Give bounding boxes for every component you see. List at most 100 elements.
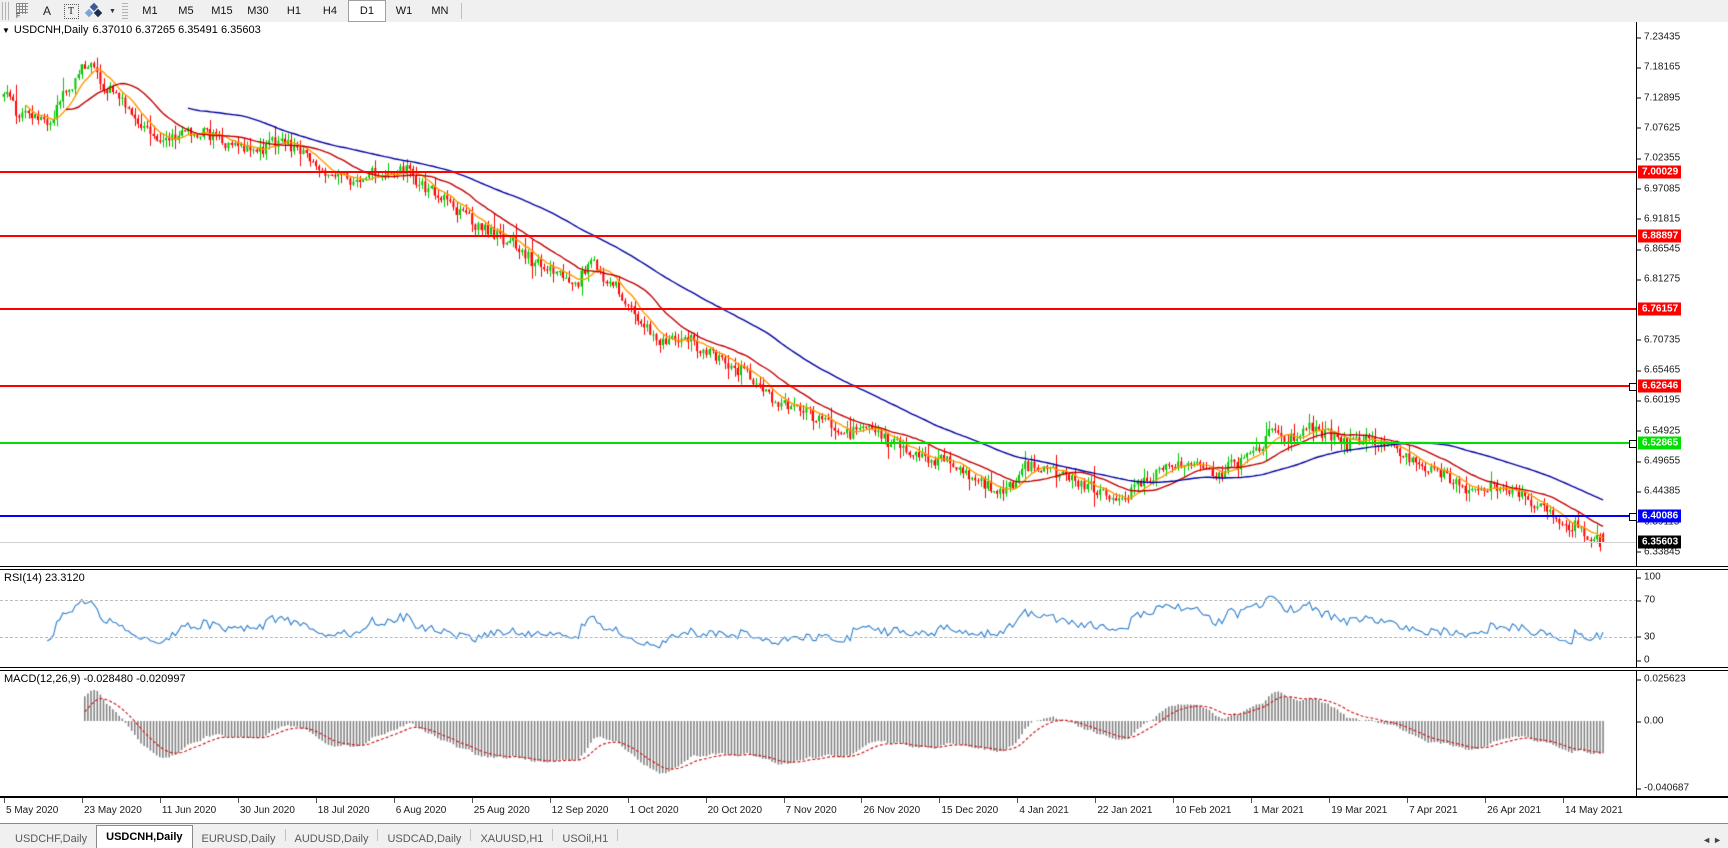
chart-collapse-caret[interactable]: ▼ bbox=[2, 25, 10, 35]
time-label: 14 May 2021 bbox=[1565, 805, 1623, 816]
price-level-line[interactable] bbox=[0, 383, 1636, 392]
time-tick bbox=[1017, 798, 1019, 803]
timeframe-group-handle[interactable] bbox=[121, 3, 128, 19]
tab-scroll-controls[interactable]: ◄ ► bbox=[1702, 835, 1728, 845]
level-handle[interactable] bbox=[1629, 383, 1636, 392]
time-label: 26 Apr 2021 bbox=[1487, 805, 1542, 816]
time-tick bbox=[1407, 798, 1409, 803]
timeframe-m30[interactable]: M30 bbox=[247, 5, 269, 17]
price-plot-area[interactable] bbox=[0, 22, 1637, 566]
timeframe-h1[interactable]: H1 bbox=[286, 5, 301, 17]
price-tick: 7.18165 bbox=[1637, 62, 1680, 73]
price-tick: 7.23435 bbox=[1637, 32, 1680, 43]
price-level-tag[interactable]: 7.00029 bbox=[1638, 165, 1682, 179]
indicators-icon[interactable] bbox=[83, 1, 107, 21]
price-level-tag[interactable]: 6.35603 bbox=[1638, 535, 1682, 549]
price-tick: 6.54925 bbox=[1637, 425, 1680, 436]
time-label: 10 Feb 2021 bbox=[1175, 805, 1232, 816]
price-level-line[interactable] bbox=[0, 513, 1636, 522]
tab-xauusd-h1[interactable]: XAUUSD,H1 bbox=[480, 832, 544, 845]
tab-usdcnh-daily[interactable]: USDCNH,Daily bbox=[96, 825, 193, 848]
time-label: 1 Oct 2020 bbox=[629, 805, 679, 816]
rsi-pane[interactable]: RSI(14) 23.3120 100 70 30 0 bbox=[0, 569, 1728, 668]
rsi-canvas[interactable] bbox=[0, 570, 1636, 667]
text-label-icon[interactable]: A bbox=[42, 4, 51, 18]
macd-plot-area[interactable] bbox=[0, 671, 1637, 796]
time-label: 1 Mar 2021 bbox=[1253, 805, 1304, 816]
level-handle[interactable] bbox=[1629, 439, 1636, 448]
tab-scroll-left-icon[interactable]: ◄ bbox=[1702, 835, 1712, 845]
price-tick: 7.07625 bbox=[1637, 122, 1680, 133]
time-label: 15 Dec 2020 bbox=[941, 805, 999, 816]
rsi-tick: 30 bbox=[1637, 631, 1655, 642]
time-tick bbox=[81, 798, 83, 803]
tab-separator bbox=[470, 828, 472, 841]
price-axis[interactable]: 7.23435 7.18165 7.12895 7.07625 7.02355 6.970… bbox=[1637, 22, 1728, 566]
rsi-tick: 100 bbox=[1637, 572, 1661, 583]
time-label: 23 May 2020 bbox=[83, 805, 142, 816]
tab-usoil-h1[interactable]: USOil,H1 bbox=[562, 832, 609, 845]
timeframe-h4[interactable]: H4 bbox=[322, 5, 337, 17]
main-toolbar: F A T ▼ M1 M5 M15 M30 H1 H4 D1 W1 MN bbox=[0, 0, 1728, 23]
time-label: 25 Aug 2020 bbox=[473, 805, 530, 816]
time-label: 30 Jun 2020 bbox=[239, 805, 295, 816]
level-handle[interactable] bbox=[1629, 513, 1636, 522]
price-level-tag[interactable]: 6.88897 bbox=[1638, 229, 1682, 243]
chart-workspace[interactable]: ▼ USDCNH,Daily 6.37010 6.37265 6.35491 6… bbox=[0, 22, 1728, 823]
tab-audusd-daily[interactable]: AUDUSD,Daily bbox=[294, 832, 369, 845]
price-level-tag[interactable]: 6.62646 bbox=[1638, 379, 1682, 393]
last-price-line bbox=[0, 541, 1636, 543]
candlestick-canvas[interactable] bbox=[0, 22, 1636, 566]
tab-usdchf-daily[interactable]: USDCHF,Daily bbox=[15, 832, 88, 845]
price-level-line[interactable] bbox=[0, 170, 1636, 173]
time-label: 4 Jan 2021 bbox=[1019, 805, 1069, 816]
price-tick: 6.81275 bbox=[1637, 274, 1680, 285]
time-label: 7 Nov 2020 bbox=[785, 805, 837, 816]
chart-tab-bar[interactable]: USDCHF,Daily USDCNH,Daily EURUSD,Daily A… bbox=[0, 823, 1728, 848]
rsi-tick: 0 bbox=[1637, 655, 1650, 666]
rsi-level-line bbox=[0, 600, 1636, 602]
text-object-icon[interactable]: T bbox=[59, 1, 83, 21]
time-label: 26 Nov 2020 bbox=[863, 805, 921, 816]
timeframe-m1[interactable]: M1 bbox=[142, 5, 158, 17]
price-level-line[interactable] bbox=[0, 307, 1636, 310]
macd-tick: 0.00 bbox=[1637, 716, 1663, 727]
tab-eurusd-daily[interactable]: EURUSD,Daily bbox=[201, 832, 276, 845]
time-tick bbox=[1173, 798, 1175, 803]
rsi-plot-area[interactable] bbox=[0, 570, 1637, 667]
time-axis[interactable]: 5 May 2020 23 May 2020 11 Jun 2020 30 Jun 2… bbox=[0, 797, 1728, 823]
indicators-dropdown-caret[interactable]: ▼ bbox=[109, 7, 116, 15]
time-label: 11 Jun 2020 bbox=[161, 805, 217, 816]
timeframe-mn[interactable]: MN bbox=[431, 5, 449, 17]
tab-separator bbox=[377, 828, 379, 841]
price-pane[interactable]: ▼ USDCNH,Daily 6.37010 6.37265 6.35491 6… bbox=[0, 22, 1728, 567]
tab-scroll-right-icon[interactable]: ► bbox=[1713, 835, 1722, 845]
price-level-tag[interactable]: 6.40086 bbox=[1638, 509, 1682, 523]
toolbar-drag-handle[interactable] bbox=[1, 2, 9, 20]
price-level-line[interactable] bbox=[0, 439, 1636, 448]
price-tick: 6.33845 bbox=[1637, 546, 1680, 557]
price-tick: 7.02355 bbox=[1637, 153, 1680, 164]
price-level-line[interactable] bbox=[0, 234, 1636, 237]
timeframe-d1[interactable]: D1 bbox=[347, 0, 386, 22]
time-tick bbox=[471, 798, 473, 803]
macd-tick: -0.040687 bbox=[1637, 783, 1689, 794]
chart-header: ▼ USDCNH,Daily 6.37010 6.37265 6.35491 6… bbox=[2, 24, 261, 36]
macd-pane[interactable]: MACD(12,26,9) -0.028480 -0.020997 0.0256… bbox=[0, 670, 1728, 797]
price-level-tag[interactable]: 6.52865 bbox=[1638, 436, 1682, 450]
price-tick: 6.86545 bbox=[1637, 244, 1680, 255]
time-label: 22 Jan 2021 bbox=[1097, 805, 1153, 816]
timeframe-m5[interactable]: M5 bbox=[178, 5, 194, 17]
periodicity-icon[interactable]: F bbox=[11, 1, 35, 21]
tab-usdcad-daily[interactable]: USDCAD,Daily bbox=[387, 832, 462, 845]
time-tick bbox=[4, 798, 5, 803]
chart-ohlc-values: 6.37010 6.37265 6.35491 6.35603 bbox=[92, 24, 261, 36]
timeframe-w1[interactable]: W1 bbox=[395, 5, 413, 17]
price-level-tag[interactable]: 6.76157 bbox=[1638, 302, 1682, 316]
price-tick: 6.49655 bbox=[1637, 456, 1680, 467]
macd-canvas[interactable] bbox=[0, 671, 1636, 796]
timeframe-m15[interactable]: M15 bbox=[211, 5, 233, 17]
time-tick bbox=[1329, 798, 1331, 803]
price-tick: 6.44385 bbox=[1637, 486, 1680, 497]
tab-separator bbox=[617, 828, 619, 841]
